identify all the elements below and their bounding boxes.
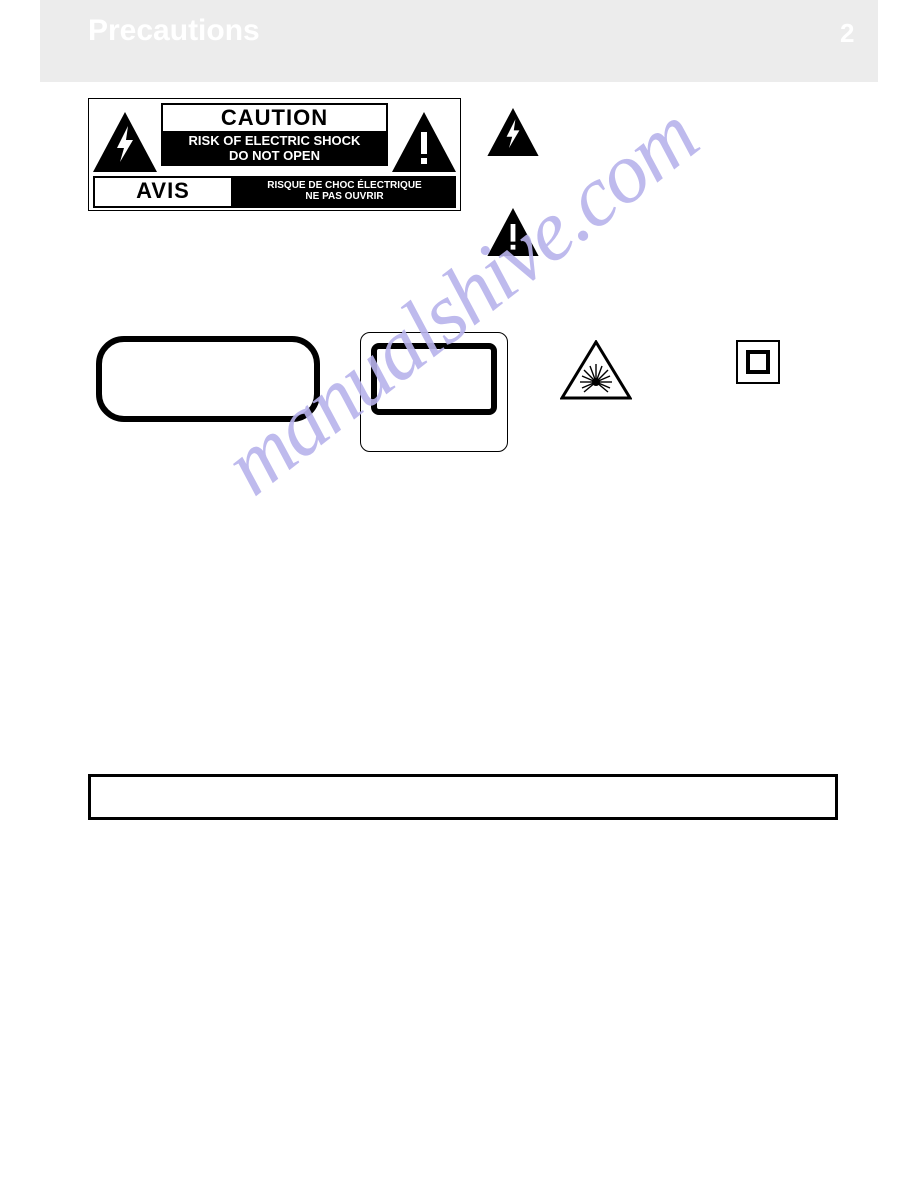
under-caution-p2: The caution marking is located on the bo… — [88, 252, 461, 261]
double-insulated-icon — [736, 340, 780, 384]
uk-p4: If the plug contains a removable fuse co… — [476, 664, 843, 692]
page-number: 2 — [840, 18, 854, 49]
under-caution-p1: CAUTION: TO REDUCE THE RISK OF ELECTRIC … — [88, 218, 461, 246]
caution-p2: Danger of explosion if battery is incorr… — [88, 558, 455, 586]
body-column-right: If this equipment does cause harmful int… — [476, 500, 843, 699]
risk-box: RISK OF ELECTRIC SHOCK DO NOT OPEN — [161, 133, 388, 166]
right-b4: • Consult the dealer or an experienced r… — [476, 592, 843, 601]
safety-columns: 1. Read Instructions — All the safety an… — [88, 900, 842, 1076]
warning-box: WARNING: TO PREVENT FIRE OR SHOCK HAZARD… — [88, 774, 838, 820]
avis-line-2: NE PAS OUVRIR — [305, 191, 383, 202]
safety-col-2: 8. Accessories — Do not place this produ… — [345, 900, 584, 1076]
risk-line-2: DO NOT OPEN — [229, 148, 320, 163]
safety-item: 11. Power Sources — This product should … — [603, 900, 842, 942]
safety-item: 10. Ventilation — Slots and openings in … — [345, 996, 584, 1063]
lightning-explain-icon — [487, 108, 539, 161]
right-b1: • Reorient or relocate the receiving ant… — [476, 535, 843, 544]
caution-label: CAUTION RISK OF ELECTRIC SHOCK DO NOT OP… — [88, 98, 461, 211]
exclamation-explain-text: The exclamation point within an equilate… — [545, 213, 840, 238]
right-b2: • Increase the separation between the eq… — [476, 551, 843, 560]
caution-h2: CAUTION — [88, 543, 455, 553]
uk-p2: A moulded plug complying with BS 1363 is… — [476, 623, 843, 632]
laser-caution-text: CAUTION — INVISIBLE LASER RADIATION WHEN… — [371, 415, 497, 437]
safety-col-3: 11. Power Sources — This product should … — [603, 900, 842, 1076]
safety-item: 12. Grounding or Polarization — This pro… — [603, 948, 842, 1007]
uk-heading: NOTICE FOR CUSTOMERS IN THE UNITED KINGD… — [476, 609, 843, 619]
safety-title: IMPORTANT SAFETY INSTRUCTIONS — [88, 870, 338, 886]
fcc-p1: This equipment has been tested and found… — [88, 606, 455, 661]
under-caution-p3: To reduce the risk of fire or electric s… — [88, 267, 461, 276]
class1-laser-box: CLASS 1 LASER PRODUCT LUOKAN 1 LASERLAIT… — [96, 336, 320, 422]
safety-col-1: 1. Read Instructions — All the safety an… — [88, 900, 327, 1076]
class1-laser-text: CLASS 1 LASER PRODUCT LUOKAN 1 LASERLAIT… — [102, 342, 314, 373]
safety-item: 9. A product and cart combination should… — [345, 965, 584, 990]
right-p1: If this equipment does cause harmful int… — [476, 500, 843, 528]
exclamation-triangle-icon — [388, 99, 460, 174]
safety-item: 7. Water and Moisture — Do not use this … — [88, 1045, 327, 1070]
caution-p1: Use of controls or adjustments or perfor… — [88, 518, 455, 536]
lightning-explain-text: The lightning flash with arrowhead symbo… — [545, 113, 840, 147]
uk-p3: Should the fuse in the plug supplied nee… — [476, 639, 843, 657]
caution-h1: CAUTION — [88, 504, 455, 514]
caution-word: CAUTION — [161, 103, 388, 133]
risk-line-1: RISK OF ELECTRIC SHOCK — [189, 133, 361, 148]
right-b3: • Connect the equipment into an outlet o… — [476, 567, 843, 585]
laser-radiation-icon — [560, 340, 632, 405]
avis-right: RISQUE DE CHOC ÉLECTRIQUE NE PAS OUVRIR — [233, 176, 456, 208]
laser-radiation-text: DANGER — Invisible laser radiation when … — [530, 420, 670, 439]
avis-line-1: RISQUE DE CHOC ÉLECTRIQUE — [267, 180, 421, 191]
fcc-heading: FCC NOTICE — [88, 592, 455, 602]
safety-item: 2. Retain Instructions — The safety and … — [88, 923, 327, 940]
safety-item: 8. Accessories — Do not place this produ… — [345, 900, 584, 959]
under-caution-text: CAUTION: TO REDUCE THE RISK OF ELECTRIC … — [88, 218, 461, 282]
safety-item: 5. Cleaning — Unplug this product from t… — [88, 991, 327, 1016]
exclamation-explain-icon — [487, 208, 539, 261]
double-insulated-text: This symbol means that this unit is doub… — [716, 390, 806, 409]
laser-caution-box: CAUTION — INVISIBLE LASER RADIATION WHEN… — [360, 332, 508, 452]
page-title: Precautions — [88, 14, 260, 48]
safety-item: 13. Power-Cord Protection — Power-supply… — [603, 1013, 842, 1055]
safety-item: 6. Attachments — Do not use attachments … — [88, 1022, 327, 1039]
avis-word: AVIS — [93, 176, 233, 208]
safety-item: 4. Follow Instructions — All operating a… — [88, 968, 327, 985]
safety-item: 3. Heed Warnings — All warnings on the p… — [88, 946, 327, 963]
body-column-left: CAUTION Use of controls or adjustments o… — [88, 500, 455, 668]
lightning-triangle-icon — [89, 99, 161, 174]
safety-item: 1. Read Instructions — All the safety an… — [88, 900, 327, 917]
